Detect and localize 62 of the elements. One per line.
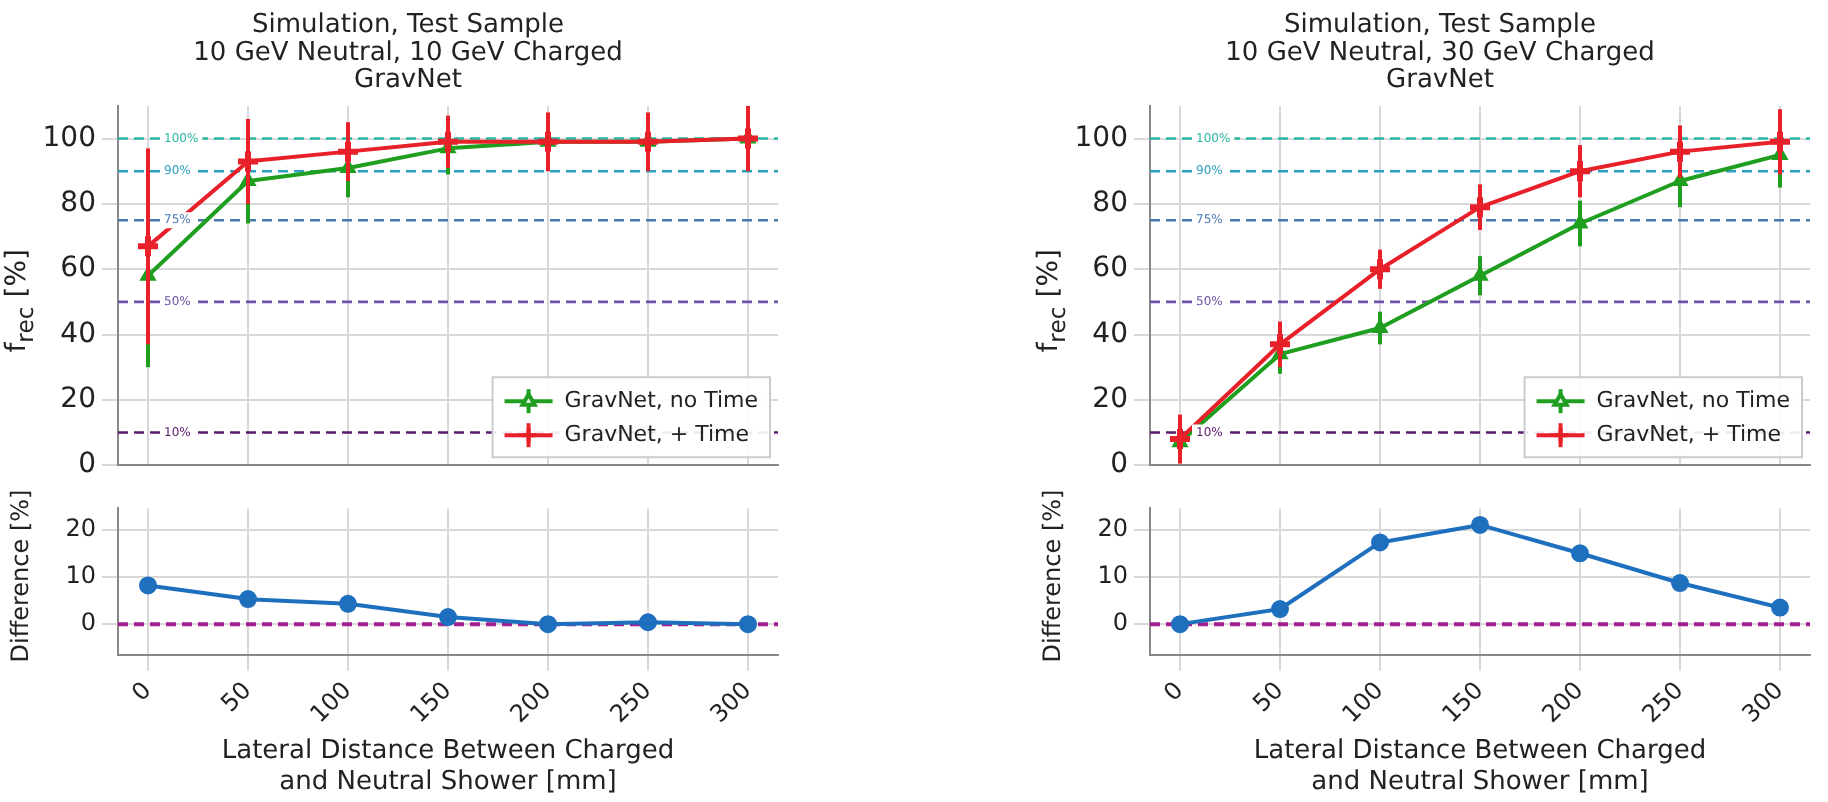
y-tick-label: 20 <box>60 383 96 416</box>
point <box>1371 533 1389 552</box>
y-tick-label: 20 <box>1097 513 1128 542</box>
y-tick-label: 10 <box>65 561 96 590</box>
x-tick-label: 300 <box>704 675 757 729</box>
point <box>1671 574 1689 593</box>
chart-title: Simulation, Test Sample 10 GeV Neutral, 30 GeV Charged GravNet <box>1225 10 1655 95</box>
x-tick-label: 0 <box>126 675 157 707</box>
y-tick-label: 80 <box>60 187 96 220</box>
y-tick-label: 40 <box>60 317 96 350</box>
x-tick-label: 0 <box>1158 675 1189 707</box>
y-tick-label: 20 <box>1092 383 1128 416</box>
x-axis-title: Lateral Distance Between Charged and Neutral Shower [mm] <box>1253 735 1707 798</box>
y-tick-label: 0 <box>1110 448 1128 481</box>
y-tick-label: 60 <box>60 252 96 285</box>
point <box>639 613 657 632</box>
x-tick-label: 150 <box>1436 675 1489 729</box>
point <box>1467 194 1493 221</box>
x-tick-label: 150 <box>404 675 457 729</box>
y-tick-label: 20 <box>65 513 96 542</box>
y-tick-label: 100 <box>42 121 96 154</box>
point <box>1267 331 1293 358</box>
x-tick-label: 50 <box>215 675 257 718</box>
point <box>1471 515 1489 534</box>
point <box>1567 158 1593 185</box>
y-tick-label: 0 <box>1112 608 1128 637</box>
y-tick-label: 10 <box>1097 561 1128 590</box>
point <box>535 128 561 155</box>
x-tick-label: 100 <box>304 675 357 729</box>
point <box>235 148 261 175</box>
point <box>635 128 661 155</box>
y-tick-label: 80 <box>1092 187 1128 220</box>
point <box>239 590 257 609</box>
point <box>539 615 557 634</box>
y-axis-title: Difference [%] <box>6 487 34 667</box>
point <box>339 594 357 613</box>
point <box>1171 615 1189 634</box>
point <box>439 608 457 627</box>
y-tick-label: 60 <box>1092 252 1128 285</box>
point <box>1271 600 1289 619</box>
legend-label: GravNet, no Time <box>1596 386 1791 413</box>
x-tick-label: 100 <box>1336 675 1389 729</box>
point <box>1367 256 1393 283</box>
legend-label: GravNet, + Time <box>564 420 750 447</box>
y-tick-label: 100 <box>1074 121 1128 154</box>
point <box>1771 598 1789 617</box>
point <box>435 128 461 155</box>
chart-title: Simulation, Test Sample 10 GeV Neutral, 10 GeV Charged GravNet <box>193 10 623 95</box>
point <box>1571 544 1589 563</box>
point <box>739 615 757 634</box>
legend-label: GravNet, + Time <box>1596 420 1782 447</box>
y-axis-title: Difference [%] <box>1038 487 1066 667</box>
y-tick-label: 0 <box>80 608 96 637</box>
point <box>1667 138 1693 165</box>
x-tick-label: 50 <box>1247 675 1289 718</box>
x-axis-title: Lateral Distance Between Charged and Neutral Shower [mm] <box>221 735 675 798</box>
y-tick-label: 0 <box>78 448 96 481</box>
x-tick-label: 300 <box>1736 675 1789 729</box>
y-tick-label: 40 <box>1092 317 1128 350</box>
point <box>139 576 157 595</box>
legend-label: GravNet, no Time <box>564 386 759 413</box>
point <box>335 138 361 165</box>
